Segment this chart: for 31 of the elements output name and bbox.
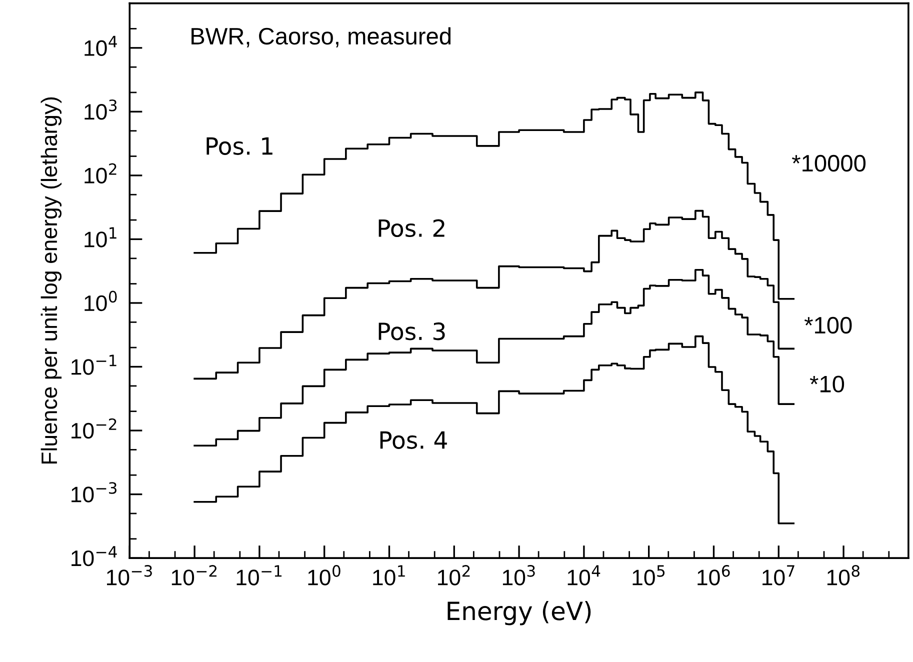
series-label: Pos. 1 <box>206 137 272 155</box>
annotation: *10 <box>810 376 844 392</box>
x-tick-label: 10$^{5}$ <box>632 565 665 586</box>
annotation: *100 <box>804 316 852 334</box>
x-tick-label: 10$^{7}$ <box>762 565 794 586</box>
x-tick-label: 10$^{4}$ <box>568 565 600 586</box>
x-tick-label: 10$^{0}$ <box>308 565 340 586</box>
series-label: Pos. 3 <box>378 322 445 340</box>
y-tick-label: 10$^{−3}$ <box>72 482 116 502</box>
series-label: Pos. 2 <box>378 219 444 238</box>
y-tick-label: 10$^{−1}$ <box>72 354 116 375</box>
x-tick-label: 10$^{−3}$ <box>107 565 152 586</box>
x-tick-label: 10$^{8}$ <box>827 565 860 586</box>
x-tick-label: 10$^{2}$ <box>438 565 470 586</box>
y-tick-label: 10$^{−2}$ <box>72 418 116 439</box>
y-tick-label: 10$^{−4}$ <box>72 546 117 566</box>
x-tick-label: 10$^{3}$ <box>502 565 535 586</box>
annotation: BWR, Caorso, measured <box>192 27 451 48</box>
x-tick-label: 10$^{6}$ <box>698 565 730 586</box>
y-tick-label: 10$^{3}$ <box>84 99 117 120</box>
x-axis-title: Energy (eV) <box>448 601 591 626</box>
x-tick-label: 10$^{−1}$ <box>236 565 282 586</box>
y-axis-title: Fluence per unit log energy (lethargy) <box>40 97 62 464</box>
y-tick-label: 10$^{2}$ <box>84 163 116 184</box>
series-label: Pos. 4 <box>380 431 447 449</box>
y-tick-label: 10$^{0}$ <box>84 290 117 312</box>
x-tick-label: 10$^{1}$ <box>373 565 405 586</box>
x-tick-label: 10$^{−2}$ <box>172 565 217 586</box>
y-tick-label: 10$^{4}$ <box>84 36 117 56</box>
y-tick-label: 10$^{1}$ <box>84 227 116 248</box>
annotation: *10000 <box>792 154 866 172</box>
